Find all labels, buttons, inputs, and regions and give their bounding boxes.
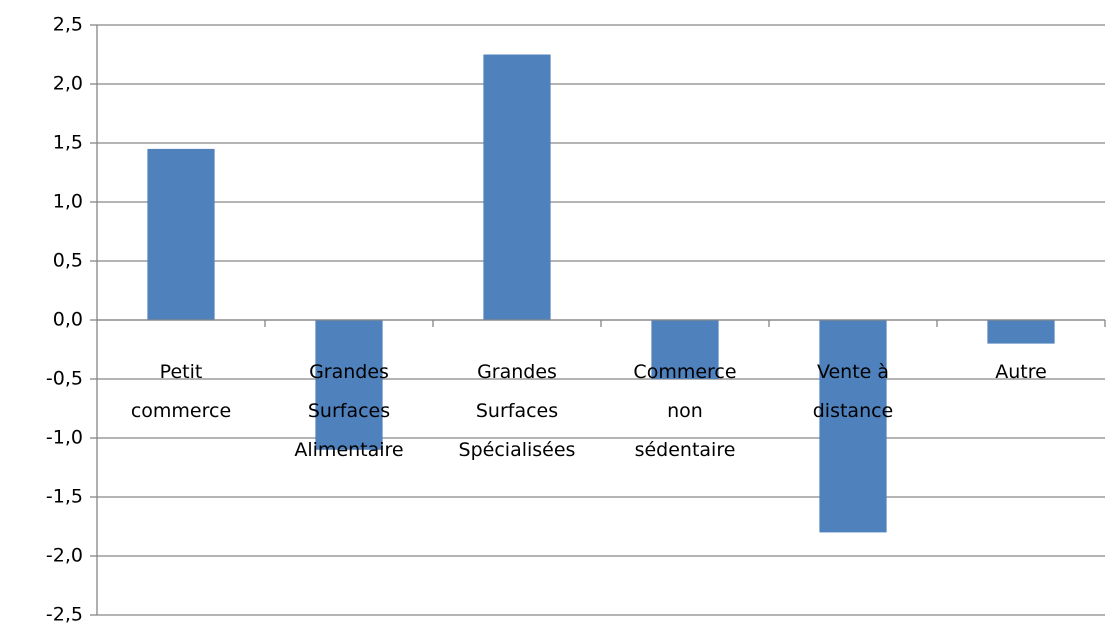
- y-tick-label: 1,0: [53, 191, 83, 213]
- y-tick-label: -2,0: [46, 545, 83, 567]
- bar: [315, 320, 383, 450]
- y-tick-label: 0,0: [53, 309, 83, 331]
- bar: [483, 54, 551, 320]
- y-tick-label: -0,5: [46, 368, 83, 390]
- y-tick-label: 2,0: [53, 73, 83, 95]
- bar: [987, 320, 1055, 344]
- bar: [651, 320, 719, 379]
- x-tick-label: Commerce non sédentaire: [633, 361, 737, 461]
- x-tick-label: Grandes Surfaces Alimentaire: [294, 361, 404, 461]
- bar: [819, 320, 887, 533]
- x-tick-label: Petit commerce: [130, 361, 232, 422]
- y-tick-label: 1,5: [53, 132, 83, 154]
- y-tick-label: 0,5: [53, 250, 83, 272]
- y-tick-label: -2,5: [46, 604, 83, 626]
- x-tick-label: Autre: [995, 361, 1047, 383]
- x-tick-label: Grandes Surfaces Spécialisées: [458, 361, 576, 461]
- bar: [147, 148, 215, 320]
- y-tick-label: 2,5: [53, 14, 83, 36]
- y-tick-label: -1,0: [46, 427, 83, 449]
- y-tick-label: -1,5: [46, 486, 83, 508]
- x-tick-label: Vente à distance: [812, 361, 894, 422]
